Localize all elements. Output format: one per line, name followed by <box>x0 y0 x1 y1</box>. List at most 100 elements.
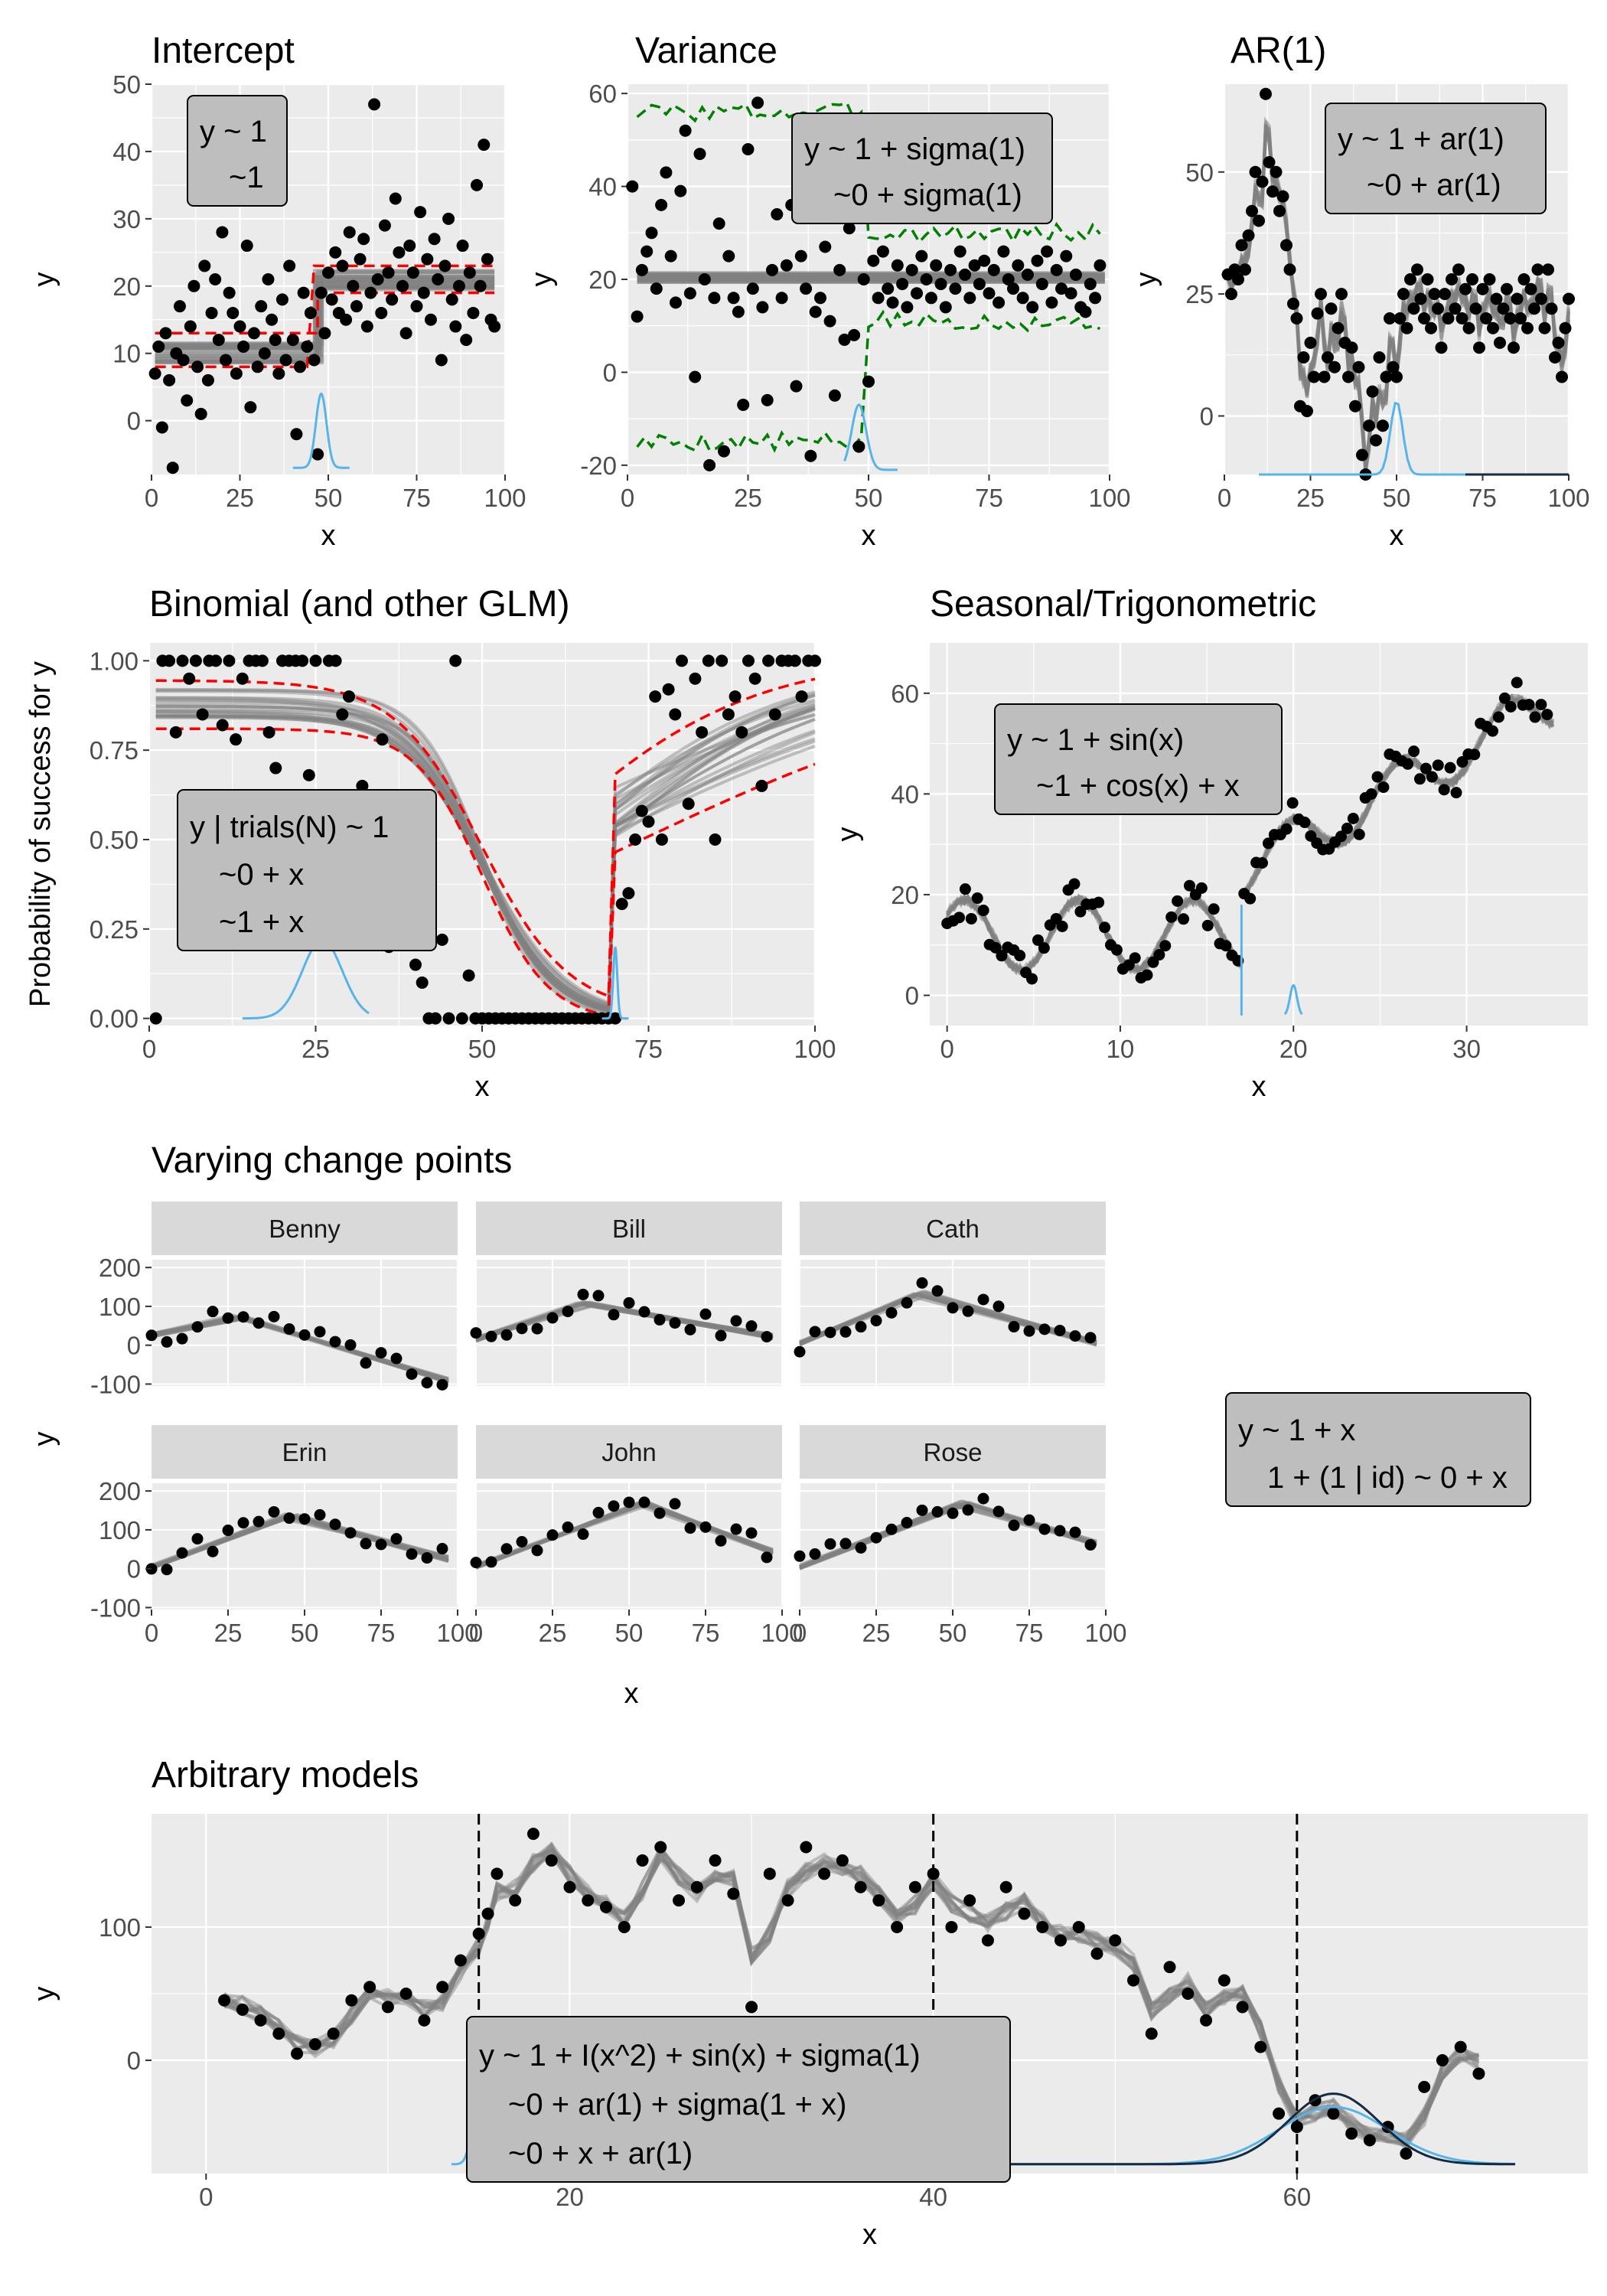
data-point <box>1145 2027 1158 2040</box>
data-point <box>318 327 331 340</box>
data-point <box>650 282 663 295</box>
data-point <box>660 166 673 179</box>
data-point <box>1141 969 1153 981</box>
fit-line <box>155 706 816 1011</box>
x-tick-label: 25 <box>862 1619 891 1647</box>
data-point <box>722 708 735 721</box>
data-point <box>343 226 356 239</box>
chart-seasonal: 0 10 20 30 0 20 40 60 Seasonal/Trigonometric x y y … <box>832 584 1588 1103</box>
data-point <box>454 1954 467 1967</box>
data-point <box>1345 341 1358 354</box>
chart-title: Seasonal/Trigonometric <box>930 584 1316 625</box>
x-tick-label: 25 <box>1296 484 1325 512</box>
data-point <box>272 2027 285 2040</box>
data-point <box>1428 288 1441 301</box>
changepoint-density <box>242 938 370 1020</box>
data-point <box>491 1867 504 1880</box>
data-point <box>1420 762 1432 775</box>
data-points <box>145 1306 448 1391</box>
facet-rose: Rose 0 25 50 75 100 <box>793 1425 1127 1647</box>
data-point <box>1377 781 1390 794</box>
data-point <box>347 279 360 292</box>
data-point <box>1466 273 1478 285</box>
data-point <box>360 320 373 333</box>
data-point <box>169 726 182 739</box>
data-point <box>478 139 491 152</box>
data-point <box>1253 214 1265 227</box>
data-point <box>1182 1988 1195 2000</box>
data-point <box>546 1529 559 1541</box>
data-point <box>669 708 682 721</box>
data-point <box>1363 2134 1376 2147</box>
data-point <box>428 233 441 246</box>
facet-name: Benny <box>269 1215 341 1243</box>
data-point <box>471 178 484 191</box>
data-point <box>1153 949 1165 961</box>
data-point <box>223 286 236 299</box>
data-point <box>804 449 817 462</box>
data-point <box>1549 351 1561 364</box>
data-point <box>1026 301 1039 314</box>
data-point <box>963 292 976 305</box>
x-tick-label: 50 <box>1383 484 1411 512</box>
data-point <box>237 1311 249 1323</box>
data-point <box>968 259 981 272</box>
data-point <box>1559 321 1572 334</box>
data-point <box>296 654 309 667</box>
data-point <box>916 1504 928 1516</box>
fit-line <box>155 700 816 1013</box>
data-point <box>1328 360 1341 373</box>
data-point <box>654 1841 667 1854</box>
formula-line: ~1 <box>229 161 264 194</box>
x-tick-label: 100 <box>1084 1619 1126 1647</box>
data-point <box>236 2003 249 2016</box>
x-tick-label: 75 <box>692 1619 720 1647</box>
chart-title: Varying change points <box>152 1140 512 1181</box>
formula-label-box <box>791 113 1053 224</box>
data-point <box>1178 913 1190 925</box>
data-point <box>1514 312 1527 325</box>
data-point <box>1531 263 1544 276</box>
fit-line <box>155 698 816 1005</box>
data-point <box>396 279 409 292</box>
data-point <box>1242 229 1255 242</box>
data-point <box>746 282 759 295</box>
formula-label: y ~ 1 + sin(x) ~1 + cos(x) + x <box>994 703 1283 815</box>
data-point <box>930 259 943 272</box>
fit-line <box>223 1848 1480 2147</box>
data-point <box>258 347 271 360</box>
data-point <box>1342 370 1354 383</box>
data-point <box>1459 282 1472 295</box>
data-point <box>1421 273 1434 285</box>
data-point <box>416 976 429 989</box>
data-point <box>1273 2107 1286 2120</box>
data-point <box>449 320 462 333</box>
data-point <box>509 1894 522 1907</box>
x-tick-label: 75 <box>634 1035 663 1063</box>
data-point <box>1524 282 1537 295</box>
x-axis-label: x <box>1390 520 1404 552</box>
data-point <box>702 654 715 667</box>
data-point <box>1400 321 1413 334</box>
data-point <box>824 1538 836 1550</box>
data-point <box>1418 312 1430 325</box>
x-tick-label: 50 <box>855 484 883 512</box>
data-point <box>363 1981 376 1994</box>
data-point <box>1287 297 1299 310</box>
data-point <box>436 1378 448 1391</box>
formula-line: ~0 + ar(1) <box>1367 168 1501 202</box>
data-point <box>314 1326 326 1338</box>
data-point <box>1373 351 1386 364</box>
y-tick-label: 100 <box>99 1516 141 1544</box>
data-point <box>1060 249 1073 263</box>
data-point <box>618 1920 631 1933</box>
data-point <box>1023 1514 1035 1526</box>
data-point <box>963 1894 976 1907</box>
data-point <box>977 1293 989 1306</box>
data-point <box>209 273 222 285</box>
data-point <box>470 1557 482 1569</box>
data-point <box>325 293 338 306</box>
fit-line <box>155 698 816 1013</box>
x-tick-label: 0 <box>142 1035 156 1063</box>
